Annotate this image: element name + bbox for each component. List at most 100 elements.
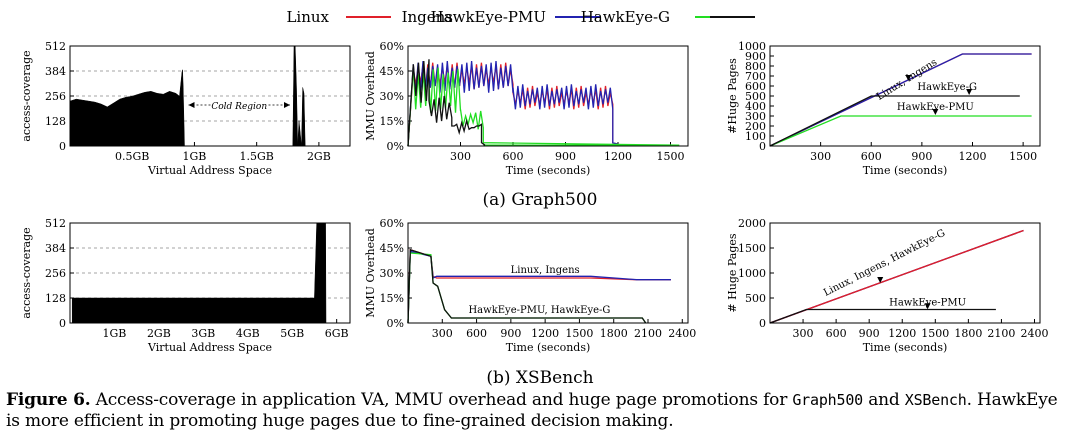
x-tick-label: 600	[503, 150, 524, 163]
x-tick-label: 1GB	[183, 150, 207, 163]
annotation-hawkeye-pmu: HawkEye-PMU	[889, 298, 966, 309]
x-tick-label: 300	[793, 327, 814, 340]
annotation-linux-ingens-hawkeye-g: Linux, Ingens, HawkEye-G	[822, 228, 947, 299]
y-tick-label: 600	[745, 80, 766, 93]
annotation-hawkeye-g: HawkEye-G	[917, 82, 977, 93]
caption-text-3: . HawkEye is more efficient in promoting…	[6, 390, 1058, 431]
series-ingens	[407, 60, 622, 147]
y-tick-label: 0	[59, 317, 66, 330]
x-tick-label: 600	[466, 327, 487, 340]
y-tick-label: 1000	[738, 267, 766, 280]
plot-frame	[769, 45, 1041, 147]
x-tick-label: 900	[500, 327, 521, 340]
x-tick-label: 6GB	[325, 327, 349, 340]
y-tick-label: 30%	[380, 267, 404, 280]
y-axis-label: MMU Overhead	[364, 51, 377, 141]
graph500-access-coverage-chart: 0 128 256 384 512 0.5GB 1GB 1.5GB 2GB Virtual Add…	[20, 40, 351, 177]
x-tick-label: 1800	[954, 327, 982, 340]
series-hawkeye-g	[407, 59, 486, 147]
x-tick-label: 1500	[657, 150, 685, 163]
y-tick-label: 500	[745, 90, 766, 103]
caption-text-2: and	[862, 390, 905, 410]
y-tick-label: 256	[45, 90, 66, 103]
y-tick-label: 384	[45, 65, 66, 78]
x-tick-label: 1500	[565, 327, 593, 340]
subcaption-xsbench: (b) XSBench	[486, 368, 593, 388]
y-tick-label: 60%	[380, 217, 404, 230]
y-tick-label: 1500	[738, 242, 766, 255]
plot-frame	[407, 222, 689, 324]
plot-frame	[769, 222, 1041, 324]
y-tick-label: 15%	[380, 292, 404, 305]
y-axis-label: access-coverage	[20, 227, 33, 318]
x-tick-label: 300	[810, 150, 831, 163]
annotation-arrow	[932, 109, 939, 115]
x-axis-label: Time (seconds)	[863, 164, 948, 177]
y-axis-label: access-coverage	[20, 50, 33, 141]
caption-code-xsbench: XSBench	[904, 391, 967, 409]
y-tick-label: 100	[745, 130, 766, 143]
plot-frame	[69, 45, 351, 147]
legend-label-linux: Linux	[286, 8, 329, 26]
x-tick-label: 300	[432, 327, 453, 340]
x-tick-label: 2GB	[307, 150, 331, 163]
annotation-hawkeye-pmu-hawkeye-g: HawkEye-PMU, HawkEye-G	[468, 305, 610, 316]
caption-label: Figure 6.	[6, 390, 91, 410]
series-ingens	[769, 53, 1032, 147]
x-tick-label: 1800	[600, 327, 628, 340]
y-tick-label: 512	[45, 40, 66, 53]
x-tick-label: 2400	[1020, 327, 1048, 340]
plot-frame	[69, 222, 351, 324]
cold-region-label-bg	[211, 97, 268, 112]
annotation-linux-ingens: Linux, Ingens	[511, 265, 580, 276]
y-tick-label: 0	[59, 140, 66, 153]
caption-code-graph500: Graph500	[792, 391, 863, 409]
xsbench-mmu-overhead-chart: 0% 15% 30% 45% 60% 300 600 900 1200 1500 1800 2100 2…	[364, 217, 696, 354]
caption-text-1: Access-coverage in application VA, MMU o…	[90, 390, 793, 410]
legend-label-ingens: Ingens	[402, 8, 453, 26]
annotation-arrow	[877, 277, 884, 283]
y-tick-label: 30%	[380, 90, 404, 103]
legend-label-hawkeye-pmu: HawkEye-PMU	[431, 8, 546, 26]
y-tick-label: 0	[759, 317, 766, 330]
y-tick-label: 128	[45, 115, 66, 128]
series-hawkeye-g	[769, 229, 1024, 324]
x-axis-label: Time (seconds)	[863, 341, 948, 354]
x-tick-label: 1200	[531, 327, 559, 340]
x-tick-label: 1500	[1009, 150, 1037, 163]
figure-caption: Figure 6. Access-coverage in application…	[6, 390, 1074, 432]
series-ingens	[407, 250, 671, 324]
y-tick-label: 128	[45, 292, 66, 305]
graph500-mmu-overhead-chart: 0% 15% 30% 45% 60% 300 600 900 1200 1500 Time (sec…	[364, 40, 689, 177]
subcaption-graph500: (a) Graph500	[483, 190, 598, 210]
y-tick-label: 512	[45, 217, 66, 230]
y-tick-label: 60%	[380, 40, 404, 53]
x-tick-label: 3GB	[191, 327, 215, 340]
x-tick-label: 4GB	[236, 327, 260, 340]
y-tick-label: 15%	[380, 115, 404, 128]
x-tick-label: 2100	[987, 327, 1015, 340]
y-tick-label: 384	[45, 242, 66, 255]
y-tick-label: 300	[745, 110, 766, 123]
x-tick-label: 2100	[634, 327, 662, 340]
x-tick-label: 600	[861, 150, 882, 163]
x-tick-label: 300	[450, 150, 471, 163]
series-hawkeye-g	[769, 95, 1020, 147]
y-tick-label: 0%	[387, 140, 404, 153]
y-tick-label: 0%	[387, 317, 404, 330]
x-tick-label: 900	[555, 150, 576, 163]
y-axis-label: MMU Overhead	[364, 228, 377, 318]
y-tick-label: 800	[745, 60, 766, 73]
x-axis-label: Virtual Address Space	[147, 164, 272, 177]
x-tick-label: 0.5GB	[115, 150, 149, 163]
series-hawkeye-pmu	[769, 115, 1032, 147]
y-tick-label: 400	[745, 100, 766, 113]
annotation-arrow	[966, 89, 973, 95]
cold-region-label: Cold Region	[211, 102, 267, 112]
x-tick-label: 1200	[604, 150, 632, 163]
annotation-arrow	[905, 75, 912, 81]
y-tick-label: 45%	[380, 242, 404, 255]
x-tick-label: 2400	[668, 327, 696, 340]
